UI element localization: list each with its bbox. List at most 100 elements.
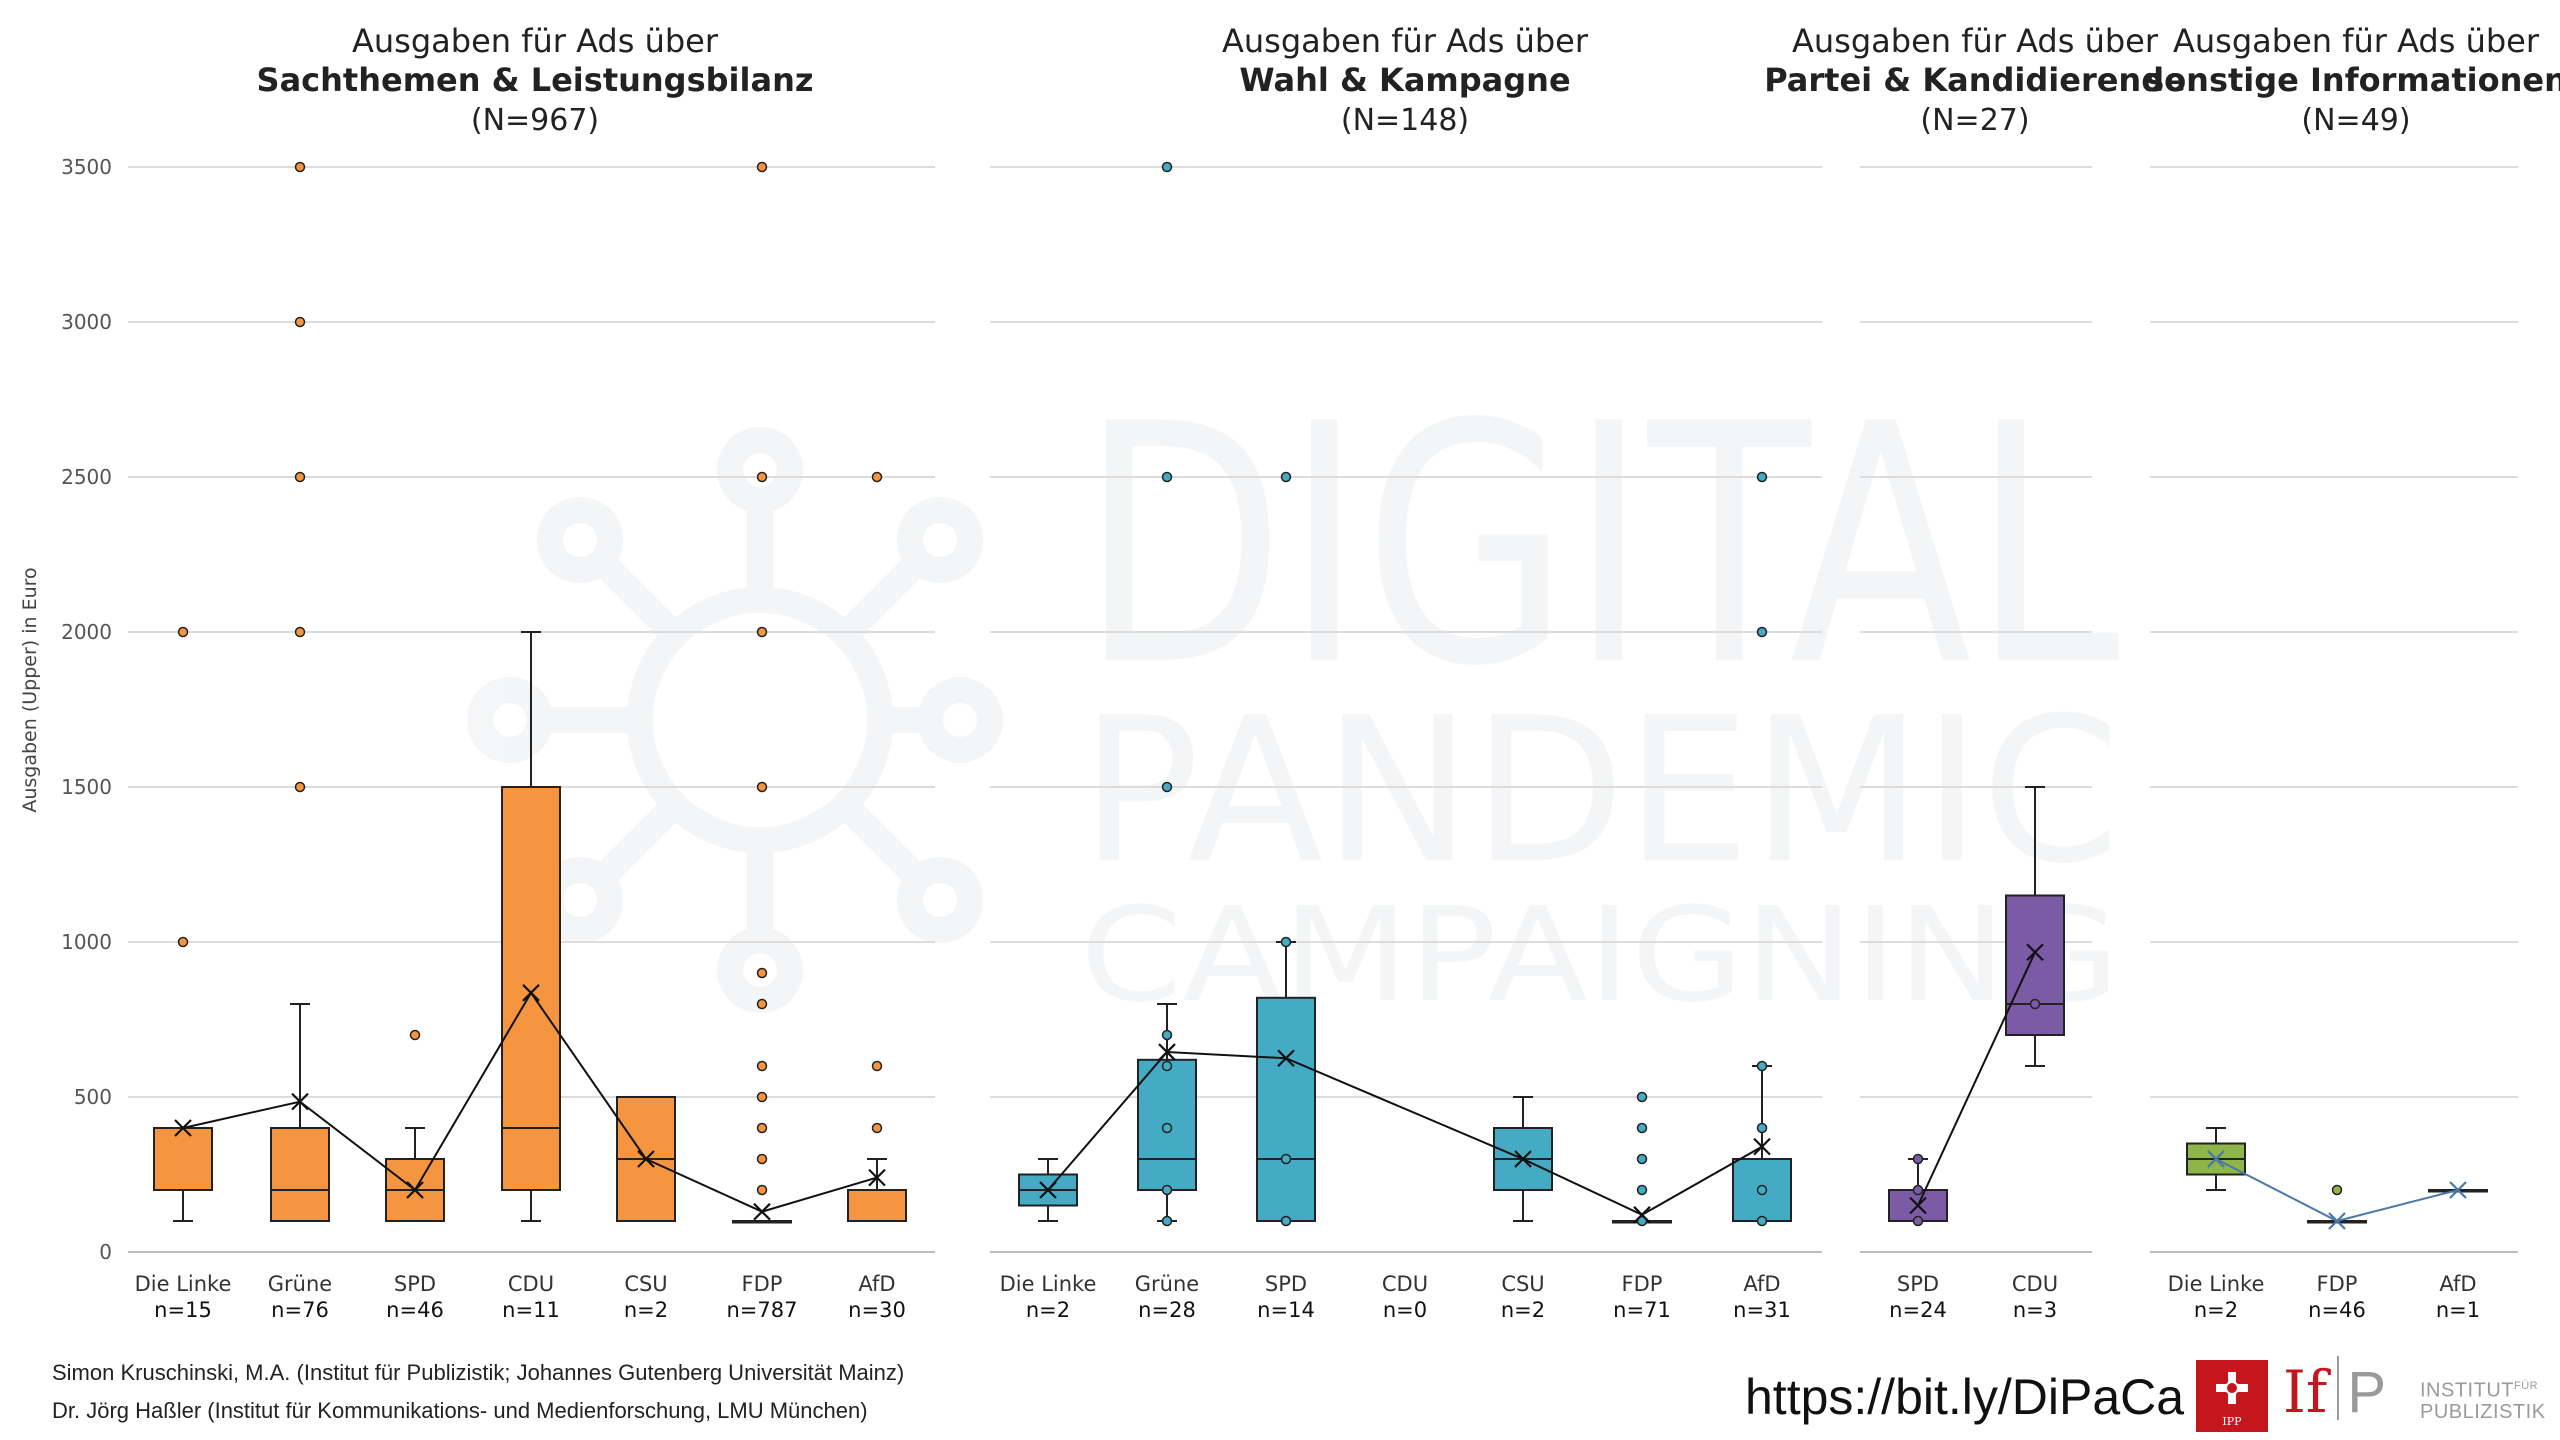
x-tick-n-label: n=71: [1613, 1298, 1671, 1322]
watermark-line-1: DIGITAL: [1080, 354, 2121, 738]
mean-marker: [1753, 1137, 1771, 1156]
outlier-point: [1280, 471, 1292, 483]
if-logo-divider: [2337, 1356, 2340, 1420]
panel-title-n: (N=49): [2301, 103, 2410, 138]
panel-title-prefix: Ausgaben für Ads über: [352, 22, 719, 60]
author-credit-1: Simon Kruschinski, M.A. (Institut für Pu…: [52, 1360, 905, 1385]
x-tick-label: FDP: [2317, 1272, 2358, 1296]
x-tick-label: Die Linke: [135, 1272, 232, 1296]
box: [270, 1127, 330, 1222]
mean-line: [1917, 951, 2036, 1206]
outlier-point: [756, 967, 768, 979]
ipp-emblem-icon: [2216, 1372, 2248, 1404]
panel-title-bold: Partei & Kandidierende: [1764, 61, 2186, 99]
mean-marker: [868, 1168, 886, 1187]
mean-marker: [174, 1119, 192, 1137]
outlier-point: [1161, 1184, 1173, 1196]
y-tick-label: 1500: [61, 775, 112, 799]
virus-logo-watermark: [467, 427, 1003, 1013]
institut-fuer-publizistik-logo: If P INSTITUTFÜR PUBLIZISTIK: [2283, 1356, 2545, 1436]
panel-title-bold: Sachthemen & Leistungsbilanz: [257, 61, 814, 99]
outlier-point: [1161, 471, 1173, 483]
box: [153, 1127, 213, 1191]
outlier-point: [1756, 1184, 1768, 1196]
y-tick-label: 1000: [61, 930, 112, 954]
watermark: DIGITAL PANDEMIC CAMPAIGNING: [467, 354, 2121, 1031]
outlier-point: [1756, 1215, 1768, 1227]
panel-title-n: (N=27): [1920, 103, 2029, 138]
x-tick-n-label: n=11: [502, 1298, 560, 1322]
x-tick-label: CSU: [1501, 1272, 1544, 1296]
x-tick-n-label: n=2: [624, 1298, 668, 1322]
outlier-point: [756, 1091, 768, 1103]
outlier-point: [1280, 936, 1292, 948]
watermark-line-2: PANDEMIC: [1080, 675, 2120, 908]
outlier-point: [1756, 626, 1768, 638]
x-tick-label: SPD: [1265, 1272, 1307, 1296]
mean-marker: [1514, 1150, 1532, 1168]
x-tick-n-label: n=15: [154, 1298, 212, 1322]
x-tick-n-label: n=787: [727, 1298, 798, 1322]
x-tick-n-label: n=76: [271, 1298, 329, 1322]
x-tick-label: AfD: [1743, 1272, 1780, 1296]
x-tick-label: FDP: [1622, 1272, 1663, 1296]
x-tick-label: Die Linke: [1000, 1272, 1097, 1296]
outlier-point: [294, 471, 306, 483]
x-tick-n-label: n=0: [1383, 1298, 1427, 1322]
outlier-point: [1161, 1122, 1173, 1134]
outlier-point: [1280, 1153, 1292, 1165]
author-credit-2: Dr. Jörg Haßler (Institut für Kommunikat…: [52, 1398, 868, 1423]
y-axis-label: Ausgaben (Upper) in Euro: [19, 567, 41, 812]
x-tick-label: Grüne: [1135, 1272, 1199, 1296]
y-tick-label: 3500: [61, 155, 112, 179]
mean-marker: [1158, 1043, 1176, 1061]
outlier-point: [1161, 1060, 1173, 1072]
short-url-link[interactable]: https://bit.ly/DiPaCa: [1745, 1369, 2185, 1425]
outlier-point: [2029, 998, 2041, 1010]
panel-title-bold: Wahl & Kampagne: [1239, 61, 1570, 99]
if-logo-letters: If: [2283, 1358, 2328, 1426]
outlier-point: [871, 471, 883, 483]
x-tick-n-label: n=1: [2436, 1298, 2480, 1322]
x-tick-label: SPD: [394, 1272, 436, 1296]
outlier-point: [1161, 1215, 1173, 1227]
outlier-point: [1161, 781, 1173, 793]
x-tick-n-label: n=2: [1501, 1298, 1545, 1322]
ipp-logo-text: IPP: [2222, 1415, 2242, 1428]
outlier-point: [294, 781, 306, 793]
if-logo-word-sup: FÜR: [2514, 1380, 2539, 1392]
mean-marker: [1277, 1049, 1295, 1068]
panel-title-prefix: Ausgaben für Ads über: [1222, 22, 1589, 60]
outlier-point: [1756, 1122, 1768, 1134]
outlier-point: [294, 161, 306, 173]
if-logo-word-2: PUBLIZISTIK: [2420, 1400, 2546, 1423]
x-tick-label: Die Linke: [2168, 1272, 2265, 1296]
outlier-point: [756, 781, 768, 793]
outlier-point: [177, 936, 189, 948]
x-tick-n-label: n=46: [2308, 1298, 2366, 1322]
y-tick-label: 2500: [61, 465, 112, 489]
outlier-point: [1280, 1215, 1292, 1227]
if-logo-word-1: INSTITUT: [2420, 1379, 2514, 1402]
outlier-point: [871, 1122, 883, 1134]
outlier-point: [1636, 1091, 1648, 1103]
panel-title-prefix: Ausgaben für Ads über: [1792, 22, 2159, 60]
outlier-point: [756, 1153, 768, 1165]
outlier-point: [756, 1184, 768, 1196]
x-tick-n-label: n=28: [1138, 1298, 1196, 1322]
x-tick-label: AfD: [858, 1272, 895, 1296]
